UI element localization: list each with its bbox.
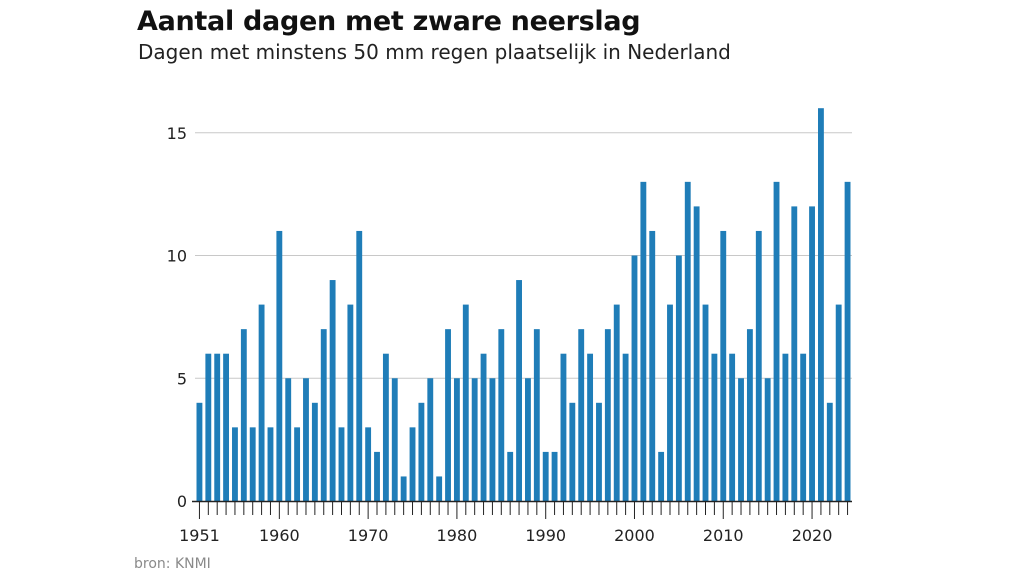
bar (684, 181, 691, 501)
bar (631, 255, 638, 501)
bar (658, 451, 665, 501)
bar (507, 451, 514, 501)
x-tick-label: 1960 (259, 526, 300, 545)
bar (347, 304, 354, 501)
bar (667, 304, 673, 501)
bar (267, 427, 274, 501)
bar (711, 353, 718, 501)
bar (436, 476, 443, 501)
bar (240, 329, 247, 501)
bar (622, 353, 629, 501)
bar (356, 230, 363, 501)
bar (604, 329, 611, 501)
bar (294, 427, 301, 501)
bar (800, 353, 807, 501)
bar (382, 353, 389, 501)
y-tick-label: 0 (177, 492, 187, 511)
bar (613, 304, 620, 501)
bar (578, 329, 585, 501)
x-tick-label: 1980 (437, 526, 478, 545)
bar (196, 402, 203, 501)
bar (427, 378, 434, 501)
bar (249, 427, 256, 501)
bar (329, 280, 336, 501)
bar (569, 402, 576, 501)
bar (551, 451, 558, 501)
bar (560, 353, 567, 501)
bar (498, 329, 505, 501)
bar (400, 476, 407, 501)
y-tick-label: 10 (167, 247, 187, 266)
bar (374, 451, 380, 501)
bar (338, 427, 345, 501)
bar (596, 402, 602, 501)
x-tick-label: 2000 (614, 526, 655, 545)
bar (844, 181, 851, 501)
bar (453, 378, 460, 501)
bar (746, 329, 753, 501)
bar (533, 329, 540, 501)
bar (693, 206, 700, 501)
bar (480, 353, 487, 501)
bar (205, 353, 212, 501)
y-tick-label: 5 (177, 369, 187, 388)
bar (755, 230, 762, 501)
bar (649, 230, 656, 501)
bar (471, 378, 478, 501)
bar (320, 329, 327, 501)
source-note: bron: KNMI (134, 556, 211, 572)
bar (835, 304, 842, 501)
bar (640, 181, 647, 501)
bar (782, 353, 789, 501)
bar (773, 181, 780, 501)
bar (729, 353, 736, 501)
bar (809, 206, 815, 501)
bar (391, 378, 398, 501)
bar (516, 280, 522, 501)
x-tick-label: 1990 (525, 526, 566, 545)
x-tick-label: 1970 (348, 526, 389, 545)
bar (525, 378, 531, 501)
bar (223, 353, 229, 501)
bar (462, 304, 469, 501)
bar (285, 378, 292, 501)
bar (214, 353, 221, 501)
x-tick-label: 2020 (792, 526, 833, 545)
bar (702, 304, 709, 501)
bar (445, 329, 451, 501)
chart-subtitle: Dagen met minstens 50 mm regen plaatseli… (138, 40, 731, 64)
y-tick-label: 15 (167, 124, 187, 143)
bar (818, 108, 824, 501)
bar (409, 427, 416, 501)
bar (826, 402, 833, 501)
bar (489, 378, 496, 501)
bar (276, 230, 283, 501)
chart-title: Aantal dagen met zware neerslag (137, 6, 641, 37)
bar (675, 255, 682, 501)
bar (542, 451, 549, 501)
bar (311, 402, 318, 501)
bar (764, 378, 771, 501)
x-tick-label: 2010 (703, 526, 744, 545)
bar (791, 206, 798, 501)
bar (365, 427, 372, 501)
x-tick-label: 1951 (179, 526, 220, 545)
bar (738, 378, 744, 501)
bar (587, 353, 594, 501)
bar (258, 304, 265, 501)
bar (303, 378, 309, 501)
bar (418, 402, 425, 501)
bar (232, 427, 238, 501)
bar (720, 230, 727, 501)
